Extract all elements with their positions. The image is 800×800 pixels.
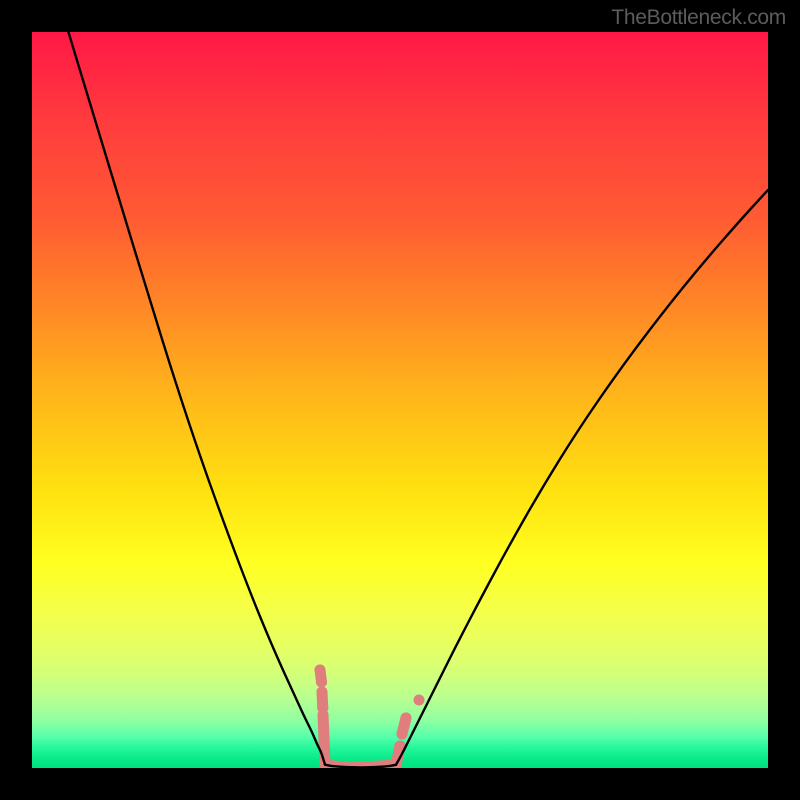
marker-point [397,729,408,740]
marker-point [316,677,327,688]
marker-point [318,710,329,721]
plot-area [32,32,768,768]
frame-bottom [0,768,800,800]
curve-left [66,32,325,765]
marker-point [315,665,326,676]
markers-group [315,665,425,769]
curve-layer [32,32,768,768]
marker-point [414,695,425,706]
watermark-text: TheBottleneck.com [611,6,786,30]
curve-right [396,190,768,765]
marker-point [401,713,412,724]
frame-left [0,0,32,800]
frame-right [768,0,800,800]
marker-point [317,687,328,698]
